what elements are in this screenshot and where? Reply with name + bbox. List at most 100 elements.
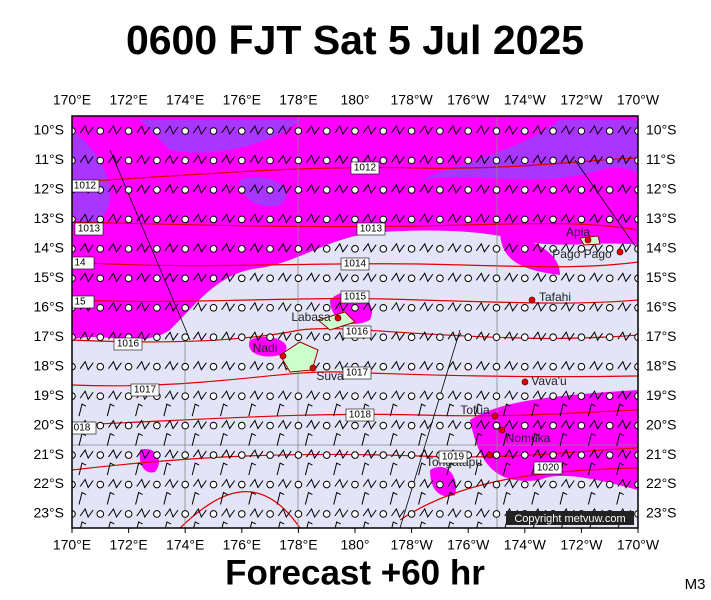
station <box>153 274 161 283</box>
barb <box>79 154 94 165</box>
station <box>379 156 388 165</box>
station <box>436 215 444 224</box>
station <box>238 215 246 224</box>
lon-label-bottom: 174°W <box>504 537 547 553</box>
station <box>181 186 189 194</box>
barb <box>249 521 257 528</box>
barb <box>135 432 143 446</box>
barb <box>79 360 94 371</box>
station <box>549 392 557 400</box>
barb <box>419 183 434 194</box>
station <box>72 480 76 489</box>
barb <box>249 360 264 371</box>
barb <box>136 478 151 489</box>
barb <box>221 449 236 460</box>
lon-label-bottom: 180° <box>341 537 370 553</box>
station <box>634 215 638 224</box>
station <box>436 392 444 400</box>
barb <box>78 403 87 417</box>
station <box>464 333 473 342</box>
place-label: Pago Pago <box>552 247 612 261</box>
station <box>124 303 133 312</box>
barb <box>79 124 94 136</box>
barb <box>503 491 511 505</box>
barb <box>617 478 632 489</box>
barb <box>306 390 320 401</box>
barb <box>249 301 264 312</box>
station <box>294 186 303 194</box>
lat-label-right: 11°S <box>646 151 675 167</box>
barb <box>220 491 228 505</box>
station <box>521 333 529 342</box>
station <box>322 215 331 224</box>
station <box>72 274 76 283</box>
map-area: Apia Pago Pago Tafahi Labasa Nadi Suva Vava'u T… <box>72 116 638 528</box>
barb <box>391 272 405 283</box>
barb <box>418 432 426 446</box>
station <box>266 215 274 224</box>
place-label: Nadi <box>253 341 278 355</box>
place-label: Vava'u <box>531 374 566 388</box>
barb <box>192 124 207 136</box>
barb <box>419 301 434 312</box>
barb <box>136 419 151 430</box>
barb <box>249 213 264 224</box>
barb <box>362 272 377 283</box>
station <box>266 156 274 165</box>
barb <box>221 154 236 165</box>
barb <box>163 432 172 446</box>
station <box>407 303 416 312</box>
barb <box>191 432 200 446</box>
barb <box>334 449 349 460</box>
barb <box>391 124 405 136</box>
station <box>96 510 105 518</box>
station <box>294 480 303 489</box>
lat-label-left: 17°S <box>33 328 64 344</box>
barb <box>306 521 313 528</box>
barb <box>334 507 349 519</box>
barb <box>277 419 292 430</box>
station <box>521 245 529 253</box>
barb <box>560 419 575 430</box>
barb <box>362 360 377 371</box>
station <box>153 245 161 253</box>
barb <box>504 360 519 371</box>
barb <box>474 432 483 446</box>
barb <box>560 183 575 194</box>
station <box>96 303 105 312</box>
station <box>577 156 586 165</box>
barb <box>475 154 490 165</box>
station <box>96 215 105 224</box>
lon-label-bottom: 178°W <box>391 537 434 553</box>
barb <box>504 124 519 136</box>
isobar-label-box <box>345 408 375 422</box>
barb <box>559 403 568 417</box>
barb <box>79 390 94 401</box>
barb <box>560 272 575 283</box>
barb <box>221 419 236 430</box>
copyright-box <box>506 511 634 525</box>
barb <box>391 390 405 401</box>
station <box>634 392 638 400</box>
barb <box>249 272 264 283</box>
station <box>96 421 105 430</box>
station <box>181 451 189 459</box>
station <box>605 127 614 135</box>
model-label: M3 <box>685 576 706 593</box>
barb <box>164 242 179 253</box>
station <box>322 274 331 283</box>
isobar-label: 1013 <box>78 224 101 235</box>
station <box>634 274 638 283</box>
barb <box>589 213 603 224</box>
barb <box>277 213 292 224</box>
barb <box>248 432 257 446</box>
barb <box>220 462 228 476</box>
station <box>72 510 76 518</box>
barb <box>108 331 122 342</box>
barb <box>334 242 349 253</box>
barb <box>419 331 434 342</box>
barb <box>79 331 94 342</box>
barb <box>136 124 151 136</box>
barb <box>277 272 292 283</box>
barb <box>79 213 94 224</box>
